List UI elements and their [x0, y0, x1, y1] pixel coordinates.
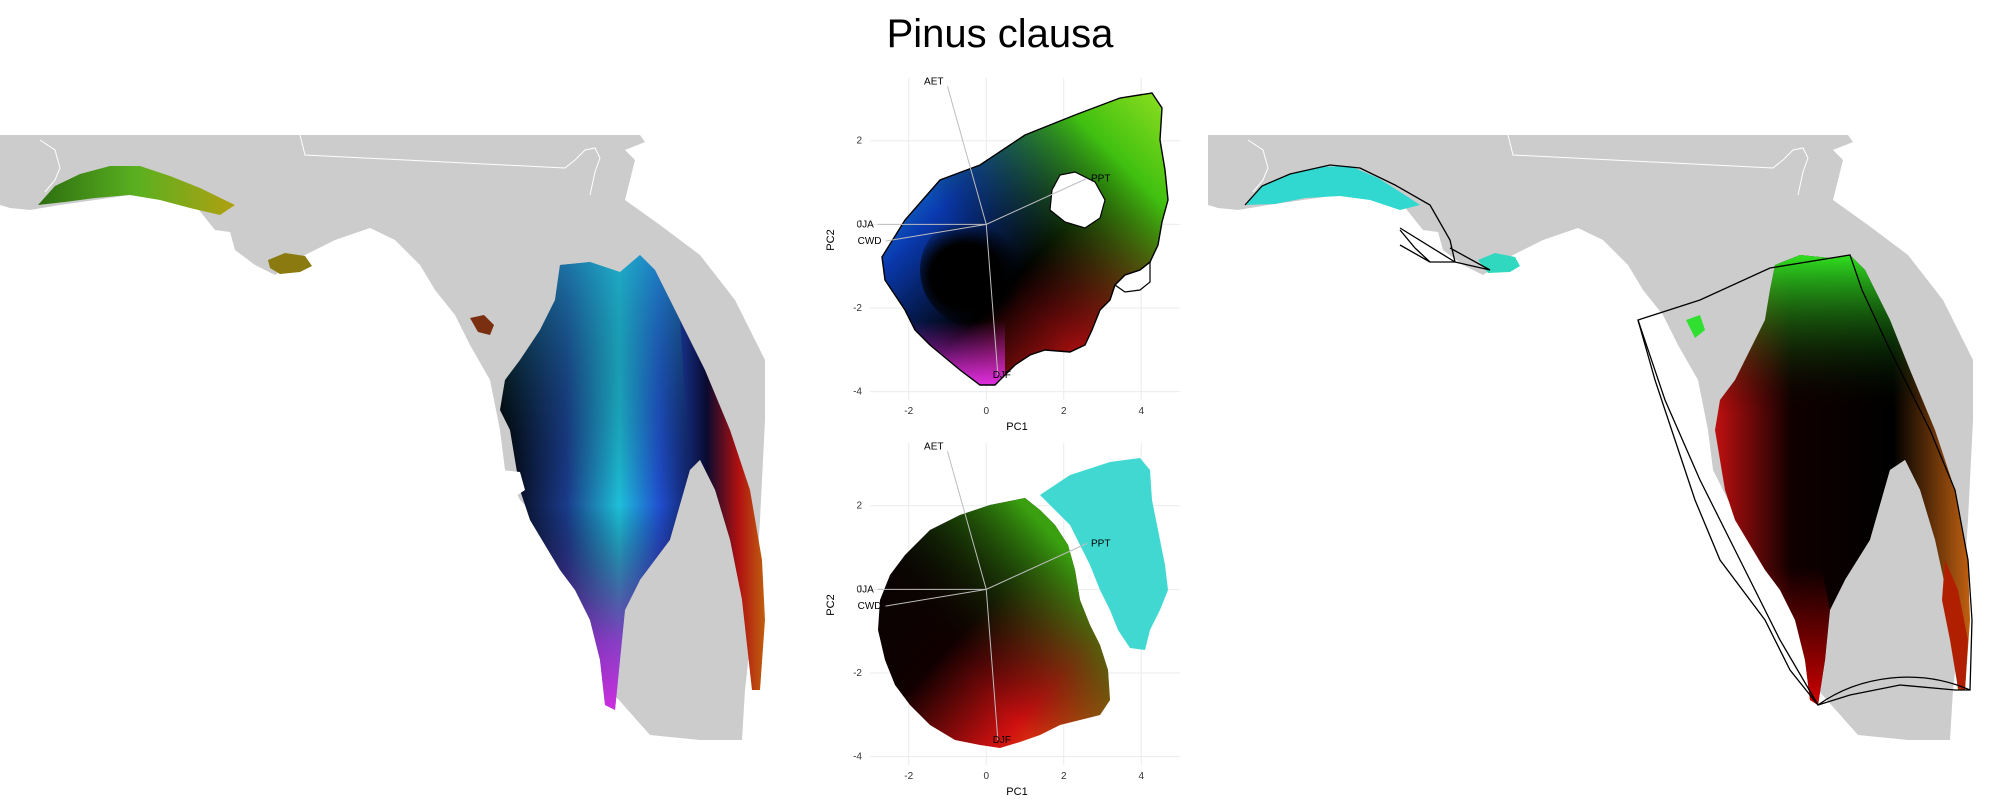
left-map-peninsula-overlay: [500, 255, 690, 710]
right-map-panhandle: [1245, 166, 1420, 210]
pca-top-hole-ppt: [1049, 171, 1106, 229]
right-map-patch: [1478, 253, 1520, 273]
right-map-peninsula-red: [1715, 430, 1830, 705]
vector-cwd: [885, 223, 987, 242]
pca-top-vectors: AET JJA CWD PPT DJF: [857, 76, 1110, 381]
vector-label-ppt: PPT: [1091, 538, 1110, 549]
pca-top: AET JJA CWD PPT DJF -2 0 2 4 -4 -2 0 2 PC1 PC2: [825, 76, 1180, 433]
vector-label-jja: JJA: [857, 219, 874, 230]
pca-bottom-ylabel: PC2: [825, 594, 837, 615]
right-map-hull-left-edge: [1637, 319, 1819, 706]
pca-bottom-xlabel: PC1: [1006, 786, 1027, 798]
x-tick-label: -2: [904, 771, 913, 782]
y-tick-label: 2: [856, 501, 862, 512]
right-map-hull-outline: [1244, 164, 1491, 271]
pca-bottom: AET JJA CWD PPT DJF -2 0 2 4 -4 -2 0 2 PC1 PC2: [825, 441, 1180, 798]
left-map: [0, 134, 765, 740]
vector-label-cwd: CWD: [858, 601, 882, 612]
vector-aet: [947, 451, 987, 590]
x-tick-label: 4: [1138, 406, 1144, 417]
pca-top-ylabel: PC2: [825, 229, 837, 250]
left-map-patch1: [268, 253, 312, 274]
y-tick-label: 2: [856, 136, 862, 147]
figure-title: Pinus clausa: [886, 12, 1114, 56]
right-map-peninsula-green: [1715, 255, 1970, 705]
right-map: [1208, 134, 1973, 740]
vector-label-djf: DJF: [993, 370, 1011, 381]
right-map-east-red: [1942, 560, 1968, 690]
pca-top-xlabel: PC1: [1006, 421, 1027, 433]
vector-cwd: [885, 588, 987, 607]
y-tick-label: 0: [856, 219, 862, 230]
pca-bottom-green: [878, 498, 1110, 748]
y-tick-label: 0: [856, 584, 862, 595]
vector-label-ppt: PPT: [1091, 173, 1110, 184]
pca-top-core: [920, 210, 1050, 330]
left-map-patch2: [470, 315, 494, 335]
x-tick-label: 4: [1138, 771, 1144, 782]
y-tick-label: -2: [853, 668, 862, 679]
x-tick-label: 2: [1061, 406, 1067, 417]
x-tick-label: 2: [1061, 771, 1067, 782]
pca-top-hull-magenta: [882, 257, 1005, 385]
x-tick-label: 0: [983, 406, 989, 417]
y-tick-label: -4: [853, 387, 862, 398]
left-map-panhandle-range: [38, 166, 235, 215]
pca-bottom-ticks: -2 0 2 4 -4 -2 0 2: [853, 501, 1144, 782]
right-map-green-patch: [1686, 315, 1705, 338]
pca-top-hull-outline: [881, 92, 1169, 386]
vector-djf: [985, 224, 999, 375]
vector-label-cwd: CWD: [858, 236, 882, 247]
vector-ppt: [986, 177, 1088, 225]
right-map-coast-gap: [1830, 460, 1948, 700]
right-map-hull-polygon: [1637, 254, 1973, 706]
right-map-state-border: [1247, 134, 1809, 196]
pca-bottom-vectors: AET JJA CWD PPT DJF: [857, 441, 1110, 746]
vector-aet: [947, 86, 987, 225]
left-map-coast-gap: [625, 460, 742, 700]
left-map-coast-notch: [500, 470, 525, 500]
vector-label-aet: AET: [924, 76, 943, 87]
vector-label-djf: DJF: [993, 735, 1011, 746]
vector-label-jja: JJA: [857, 584, 874, 595]
vector-djf: [985, 589, 999, 740]
y-tick-label: -2: [853, 303, 862, 314]
x-tick-label: 0: [983, 771, 989, 782]
pca-top-ticks: -2 0 2 4 -4 -2 0 2: [853, 136, 1144, 417]
pca-bottom-cyan-cloud: [1040, 458, 1168, 650]
right-map-hull-bottom-arc: [1817, 676, 1971, 706]
right-map-hull-extra: [1637, 319, 1971, 706]
x-tick-label: -2: [904, 406, 913, 417]
vector-label-aet: AET: [924, 441, 943, 452]
left-map-state-border: [39, 134, 601, 196]
y-tick-label: -4: [853, 752, 862, 763]
vector-ppt: [986, 542, 1088, 590]
